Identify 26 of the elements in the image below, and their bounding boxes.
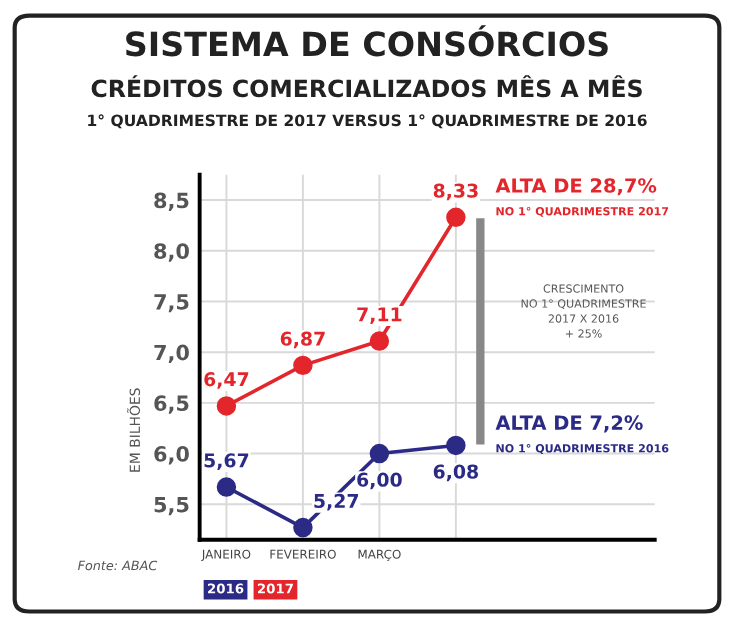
- point: [446, 435, 466, 456]
- data-label: 6,08: [433, 464, 478, 482]
- chart-title: SISTEMA DE CONSÓRCIOS: [126, 25, 608, 57]
- point: [216, 477, 237, 497]
- data-label: 6,47: [204, 372, 249, 389]
- point: [369, 331, 390, 351]
- y-tick-label: 7,0: [154, 344, 189, 364]
- point: [369, 443, 390, 464]
- data-label: 6,00: [357, 472, 402, 490]
- y-tick-label: 5,5: [154, 497, 189, 516]
- point: [293, 355, 313, 376]
- data-label: 5,67: [204, 453, 249, 470]
- y-tick-label: 8,0: [154, 243, 189, 262]
- data-label: 6,87: [280, 331, 325, 349]
- y-tick-label: 6,5: [154, 395, 189, 414]
- data-label: 5,27: [314, 493, 359, 511]
- point: [216, 396, 237, 416]
- y-tick-label: 8,5: [154, 192, 189, 211]
- point: [293, 517, 313, 538]
- point: [446, 207, 466, 228]
- text: ALTA DE 28,7%: [495, 178, 657, 196]
- data-label: 7,11: [357, 307, 402, 324]
- data-label: 8,33: [433, 183, 478, 201]
- text: ALTA DE 7,2%: [495, 415, 643, 433]
- y-tick-label: 7,5: [154, 294, 189, 313]
- y-tick-label: 6,0: [154, 446, 189, 465]
